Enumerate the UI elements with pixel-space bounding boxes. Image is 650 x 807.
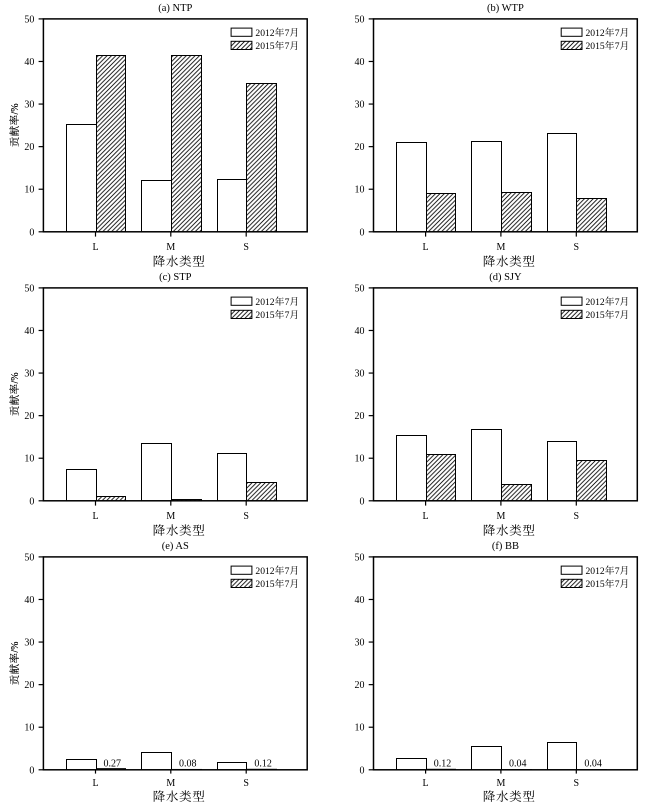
svg-text:0: 0	[360, 496, 365, 507]
svg-text:50: 50	[24, 552, 34, 563]
svg-text:S: S	[574, 242, 580, 253]
svg-text:10: 10	[355, 185, 365, 196]
svg-text:20: 20	[355, 411, 365, 422]
svg-text:L: L	[92, 511, 98, 522]
svg-text:7: 7	[285, 579, 290, 590]
svg-text:M: M	[496, 778, 505, 789]
svg-text:(f) BB: (f) BB	[492, 541, 519, 552]
svg-text:0.08: 0.08	[179, 759, 197, 770]
svg-text:7: 7	[615, 310, 620, 321]
svg-text:7: 7	[285, 41, 290, 52]
svg-text:10: 10	[24, 185, 34, 196]
svg-text:2015: 2015	[255, 579, 274, 590]
svg-text:M: M	[166, 778, 175, 789]
svg-text:40: 40	[24, 57, 34, 68]
svg-text:/%: /%	[10, 372, 21, 383]
svg-text:(c) STP: (c) STP	[159, 272, 192, 283]
svg-text:20: 20	[355, 680, 365, 691]
svg-text:/%: /%	[10, 641, 21, 652]
svg-text:7: 7	[615, 41, 620, 52]
svg-text:10: 10	[355, 454, 365, 465]
svg-text:M: M	[496, 511, 505, 522]
svg-text:40: 40	[355, 57, 365, 68]
svg-text:2015: 2015	[586, 310, 605, 321]
svg-text:0: 0	[360, 765, 365, 776]
svg-text:0.12: 0.12	[254, 759, 272, 770]
svg-text:/%: /%	[10, 103, 21, 114]
svg-text:0.04: 0.04	[584, 759, 602, 770]
svg-text:0.27: 0.27	[104, 759, 122, 770]
svg-text:50: 50	[24, 14, 34, 25]
svg-text:10: 10	[24, 454, 34, 465]
svg-text:0: 0	[29, 765, 34, 776]
svg-text:7: 7	[615, 297, 620, 308]
svg-text:S: S	[243, 242, 249, 253]
svg-text:40: 40	[355, 326, 365, 337]
svg-text:2015: 2015	[255, 41, 274, 52]
svg-text:L: L	[423, 511, 429, 522]
svg-text:2012: 2012	[255, 28, 274, 39]
svg-text:0: 0	[29, 227, 34, 238]
svg-text:50: 50	[355, 14, 365, 25]
svg-text:30: 30	[24, 369, 34, 380]
svg-text:40: 40	[355, 595, 365, 606]
svg-text:7: 7	[285, 310, 290, 321]
svg-text:30: 30	[355, 100, 365, 111]
svg-text:L: L	[423, 778, 429, 789]
svg-text:/%: /%	[10, 372, 21, 383]
svg-text:L: L	[92, 778, 98, 789]
svg-text:(a) NTP: (a) NTP	[158, 3, 192, 14]
svg-text:7: 7	[615, 566, 620, 577]
svg-text:2012: 2012	[255, 297, 274, 308]
svg-text:(e) AS: (e) AS	[162, 541, 189, 552]
svg-text:20: 20	[24, 680, 34, 691]
svg-text:30: 30	[24, 100, 34, 111]
svg-text:M: M	[166, 511, 175, 522]
svg-text:L: L	[423, 242, 429, 253]
svg-text:7: 7	[285, 28, 290, 39]
svg-text:7: 7	[285, 566, 290, 577]
svg-text:7: 7	[615, 28, 620, 39]
svg-text:M: M	[166, 242, 175, 253]
svg-text:10: 10	[355, 723, 365, 734]
svg-text:(d) SJY: (d) SJY	[489, 272, 522, 283]
svg-text:20: 20	[24, 411, 34, 422]
svg-text:2012: 2012	[586, 297, 605, 308]
svg-text:/%: /%	[10, 103, 21, 114]
svg-text:50: 50	[355, 552, 365, 563]
svg-text:10: 10	[24, 723, 34, 734]
svg-text:40: 40	[24, 326, 34, 337]
svg-text:30: 30	[24, 638, 34, 649]
svg-text:50: 50	[355, 283, 365, 294]
svg-text:2012: 2012	[586, 566, 605, 577]
svg-text:2012: 2012	[255, 566, 274, 577]
svg-text:S: S	[243, 778, 249, 789]
svg-text:30: 30	[355, 369, 365, 380]
svg-text:40: 40	[24, 595, 34, 606]
svg-text:20: 20	[355, 142, 365, 153]
svg-text:M: M	[496, 242, 505, 253]
svg-text:S: S	[243, 511, 249, 522]
svg-text:30: 30	[355, 638, 365, 649]
svg-text:S: S	[574, 511, 580, 522]
svg-text:2015: 2015	[255, 310, 274, 321]
svg-text:2015: 2015	[586, 41, 605, 52]
svg-text:0.04: 0.04	[509, 759, 527, 770]
svg-text:/%: /%	[10, 641, 21, 652]
svg-text:50: 50	[24, 283, 34, 294]
svg-text:0.12: 0.12	[434, 759, 452, 770]
svg-text:0: 0	[360, 227, 365, 238]
svg-text:20: 20	[24, 142, 34, 153]
svg-text:0: 0	[29, 496, 34, 507]
svg-text:L: L	[92, 242, 98, 253]
svg-text:7: 7	[285, 297, 290, 308]
svg-text:2012: 2012	[586, 28, 605, 39]
svg-text:2015: 2015	[586, 579, 605, 590]
svg-text:(b) WTP: (b) WTP	[487, 3, 524, 14]
svg-text:7: 7	[615, 579, 620, 590]
svg-text:S: S	[574, 778, 580, 789]
